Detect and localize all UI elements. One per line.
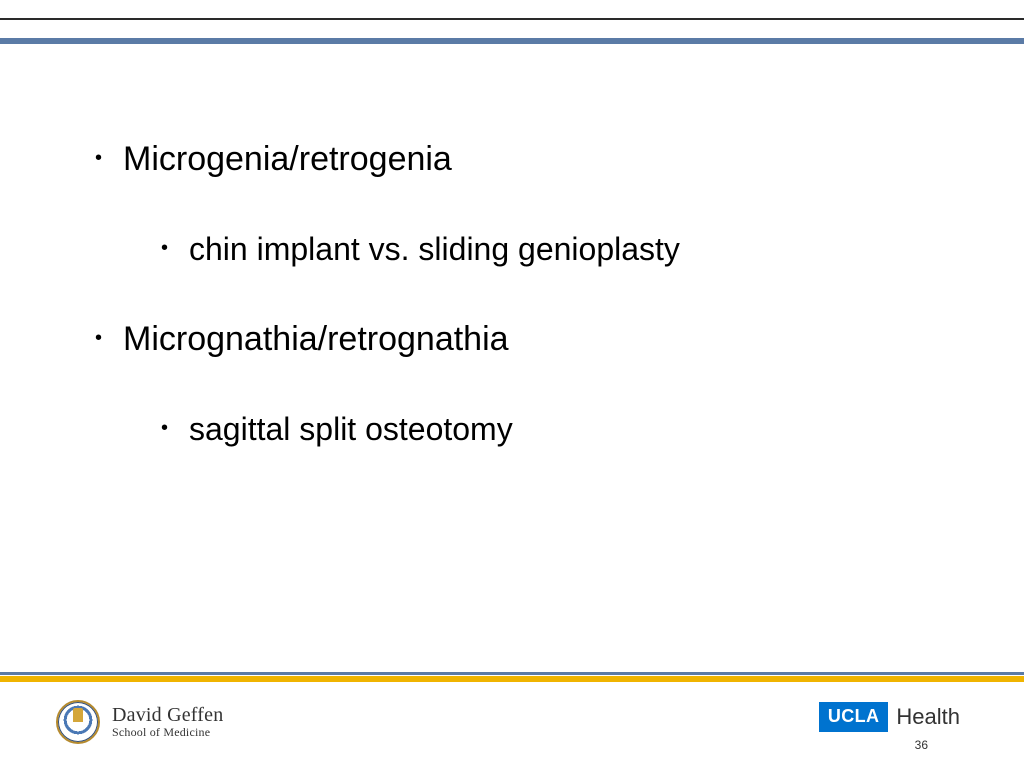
ucla-health-logo: UCLA Health bbox=[819, 702, 960, 732]
bullet-l1: • Micrognathia/retrognathia bbox=[95, 320, 964, 359]
bullet-dot-icon: • bbox=[161, 238, 189, 258]
bullet-text: sagittal split osteotomy bbox=[189, 411, 513, 448]
footer: David Geffen School of Medicine UCLA Hea… bbox=[0, 690, 1024, 754]
bottom-border-blue bbox=[0, 672, 1024, 675]
geffen-logo: David Geffen School of Medicine bbox=[56, 700, 223, 744]
bottom-border-yellow bbox=[0, 676, 1024, 682]
geffen-seal-icon bbox=[56, 700, 100, 744]
page-number: 36 bbox=[915, 738, 928, 752]
geffen-text: David Geffen School of Medicine bbox=[112, 705, 223, 739]
bullet-text: chin implant vs. sliding genioplasty bbox=[189, 231, 680, 268]
slide-content: • Microgenia/retrogenia • chin implant v… bbox=[95, 140, 964, 448]
ucla-health: Health bbox=[896, 704, 960, 730]
geffen-sub: School of Medicine bbox=[112, 726, 223, 739]
bullet-text: Micrognathia/retrognathia bbox=[123, 320, 509, 359]
bullet-dot-icon: • bbox=[161, 418, 189, 438]
top-border-thick bbox=[0, 38, 1024, 44]
ucla-box: UCLA bbox=[819, 702, 889, 732]
bullet-dot-icon: • bbox=[95, 328, 123, 348]
bullet-l2: • chin implant vs. sliding genioplasty bbox=[95, 231, 964, 268]
bullet-text: Microgenia/retrogenia bbox=[123, 140, 452, 179]
slide: • Microgenia/retrogenia • chin implant v… bbox=[0, 0, 1024, 768]
bullet-l1: • Microgenia/retrogenia bbox=[95, 140, 964, 179]
top-border-thin bbox=[0, 18, 1024, 20]
bullet-l2: • sagittal split osteotomy bbox=[95, 411, 964, 448]
bullet-dot-icon: • bbox=[95, 148, 123, 168]
geffen-name: David Geffen bbox=[112, 705, 223, 726]
